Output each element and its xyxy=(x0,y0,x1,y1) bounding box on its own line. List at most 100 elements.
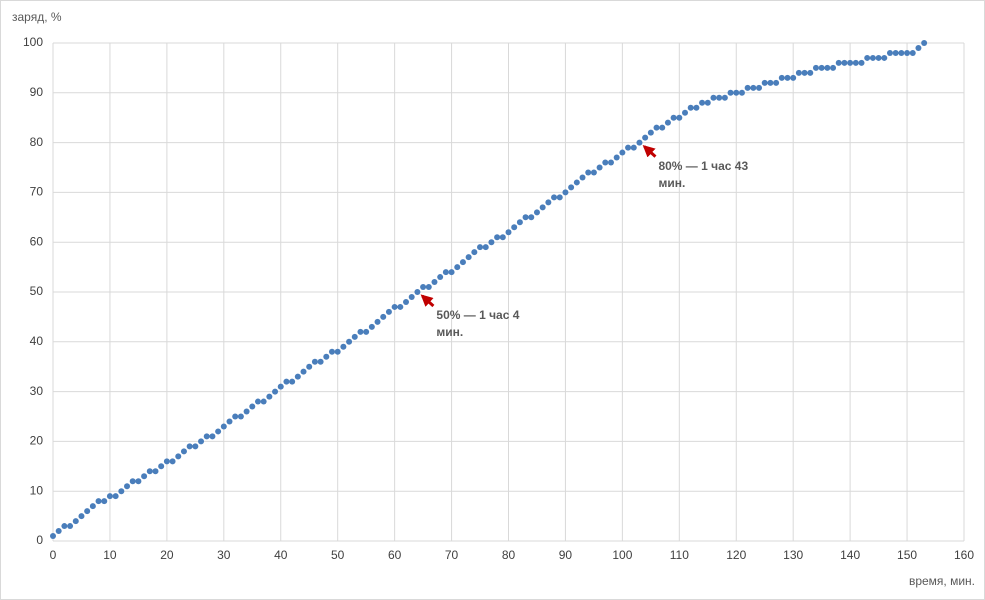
point xyxy=(539,204,546,211)
point xyxy=(254,398,261,405)
y-tick-label: 0 xyxy=(36,533,43,547)
point xyxy=(636,139,643,146)
point xyxy=(277,383,284,390)
point xyxy=(158,463,165,470)
x-tick-label: 20 xyxy=(160,548,174,562)
point xyxy=(676,114,683,121)
point xyxy=(323,353,330,360)
point xyxy=(391,303,398,310)
x-tick-label: 120 xyxy=(726,548,746,562)
point xyxy=(835,59,842,66)
point xyxy=(613,154,620,161)
point xyxy=(152,468,159,475)
point xyxy=(864,54,871,61)
point xyxy=(317,358,324,365)
point xyxy=(545,199,552,206)
point xyxy=(522,214,529,221)
point xyxy=(494,234,501,241)
x-tick-label: 110 xyxy=(670,548,689,562)
point xyxy=(385,308,392,315)
point xyxy=(710,94,717,101)
point xyxy=(653,124,660,131)
point xyxy=(699,99,706,106)
point xyxy=(203,433,210,440)
point xyxy=(175,453,182,460)
point xyxy=(818,64,825,71)
point xyxy=(904,49,911,56)
point xyxy=(704,99,711,106)
point xyxy=(892,49,899,56)
point xyxy=(784,74,791,81)
point xyxy=(55,528,62,535)
point xyxy=(733,89,740,96)
point xyxy=(403,298,410,305)
point xyxy=(442,269,449,276)
point xyxy=(232,413,239,420)
x-tick-label: 160 xyxy=(954,548,974,562)
point xyxy=(852,59,859,66)
point xyxy=(812,64,819,71)
point xyxy=(294,373,301,380)
point xyxy=(272,388,279,395)
point xyxy=(750,84,757,91)
annotation: 80% — 1 час 43 мин. xyxy=(658,158,749,190)
point xyxy=(471,249,478,256)
point xyxy=(311,358,318,365)
point xyxy=(590,169,597,176)
point xyxy=(721,94,728,101)
point xyxy=(112,493,119,500)
point xyxy=(141,473,148,480)
annotation-arrow xyxy=(420,294,435,308)
point xyxy=(659,124,666,131)
point xyxy=(625,144,632,151)
x-tick-label: 150 xyxy=(897,548,917,562)
point xyxy=(556,194,563,201)
point xyxy=(135,478,142,485)
point xyxy=(89,503,96,510)
point xyxy=(346,338,353,345)
point xyxy=(129,478,136,485)
point xyxy=(72,518,79,525)
point xyxy=(61,523,68,530)
point xyxy=(647,129,654,136)
point xyxy=(858,59,865,66)
point xyxy=(670,114,677,121)
point xyxy=(78,513,85,520)
y-tick-label: 10 xyxy=(30,483,44,497)
point xyxy=(511,224,518,231)
point xyxy=(101,498,108,505)
point xyxy=(408,293,415,300)
point xyxy=(198,438,205,445)
x-tick-label: 0 xyxy=(50,548,57,562)
point xyxy=(761,79,768,86)
point xyxy=(124,483,131,490)
point xyxy=(573,179,580,186)
y-tick-label: 70 xyxy=(30,185,44,199)
point xyxy=(682,109,689,116)
annotation: 50% — 1 час 4 мин. xyxy=(436,308,520,339)
point xyxy=(340,343,347,350)
point xyxy=(869,54,876,61)
point xyxy=(84,508,91,515)
x-tick-label: 80 xyxy=(502,548,516,562)
point xyxy=(328,348,335,355)
y-tick-label: 50 xyxy=(30,284,44,298)
point xyxy=(300,368,307,375)
point xyxy=(756,84,763,91)
point xyxy=(602,159,609,166)
point xyxy=(180,448,187,455)
x-tick-label: 10 xyxy=(103,548,117,562)
point xyxy=(368,323,375,330)
point xyxy=(830,64,837,71)
point xyxy=(898,49,905,56)
point xyxy=(192,443,199,450)
x-tick-label: 90 xyxy=(559,548,573,562)
point xyxy=(824,64,831,71)
point xyxy=(767,79,774,86)
point xyxy=(499,234,506,241)
point xyxy=(215,428,222,435)
point xyxy=(425,284,432,291)
point xyxy=(380,313,387,320)
point xyxy=(528,214,535,221)
